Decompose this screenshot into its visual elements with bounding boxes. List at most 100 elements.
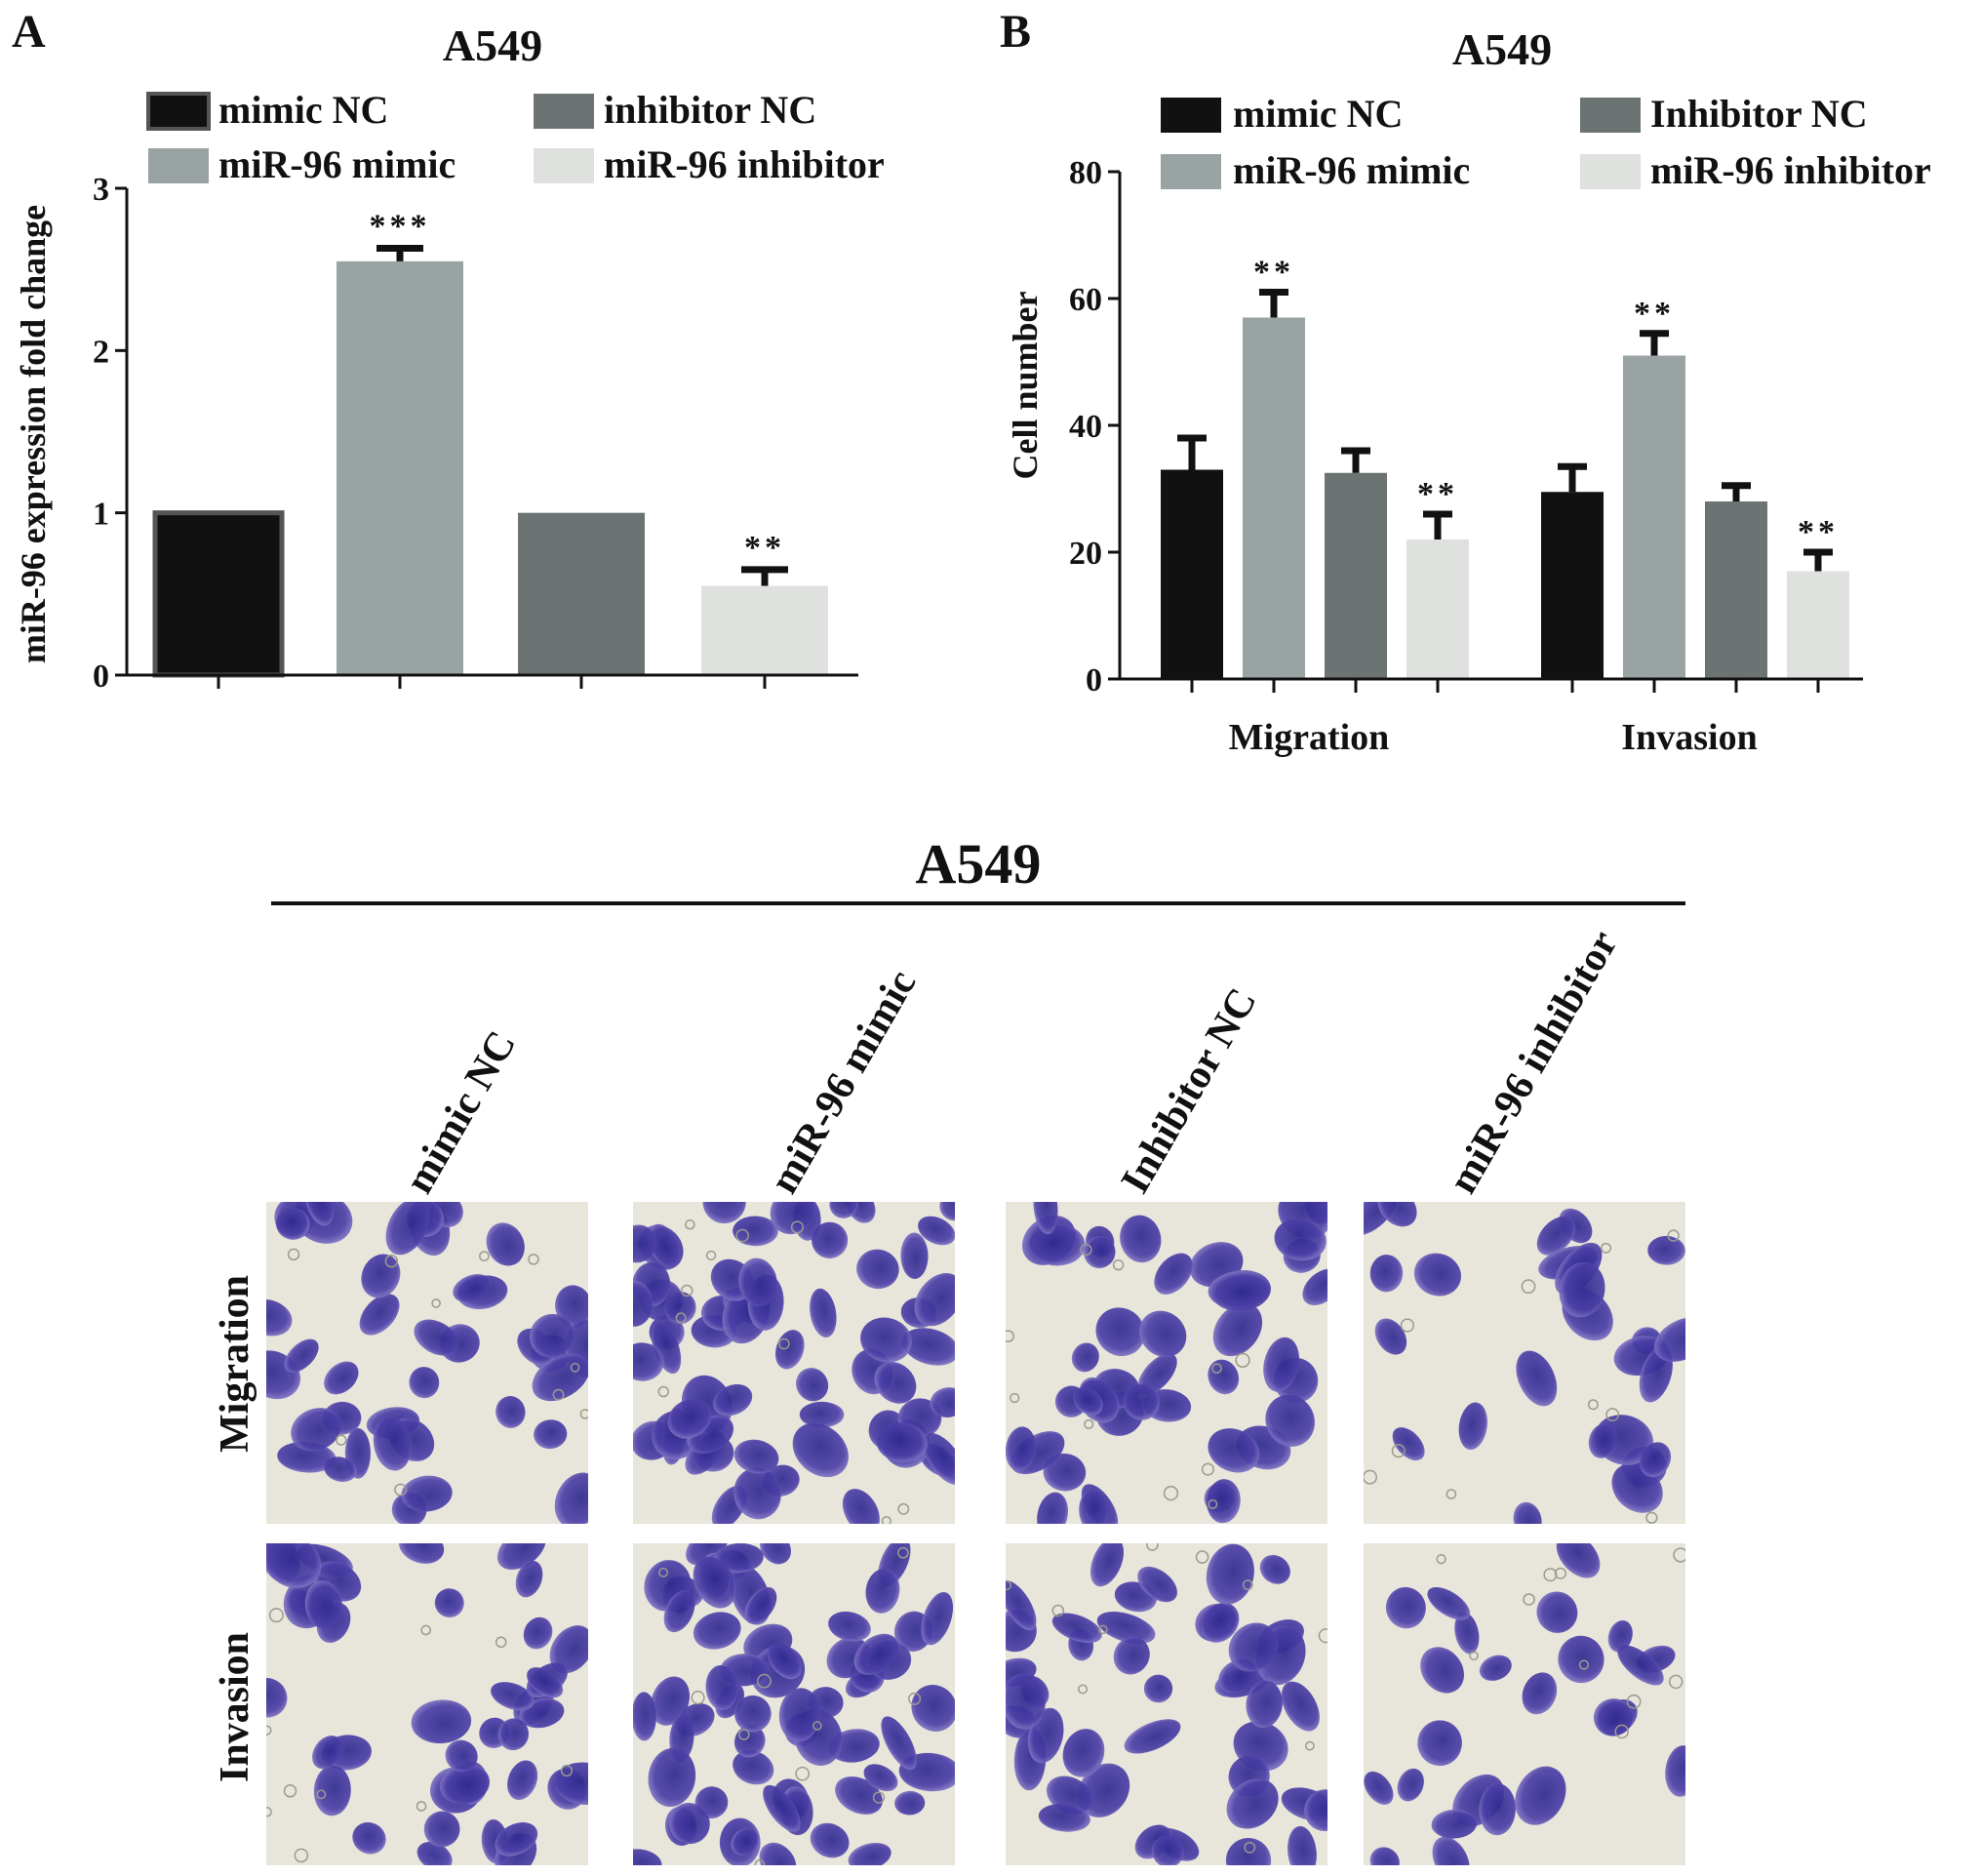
panel-b-bar	[1787, 571, 1849, 679]
micrograph-image	[1364, 1202, 1685, 1524]
stained-cell	[1427, 1586, 1471, 1620]
pore-mark	[1673, 1547, 1685, 1563]
stained-cell	[1420, 1647, 1465, 1694]
micrograph-images	[266, 1202, 1685, 1865]
pore-mark	[1601, 1242, 1612, 1254]
panel-a-y-tick-label: 0	[93, 659, 109, 695]
stained-cell	[733, 1216, 778, 1247]
stained-cell	[1137, 1566, 1177, 1603]
stained-cell	[911, 1684, 955, 1732]
pore-mark	[268, 1608, 284, 1623]
pore-mark	[705, 1250, 717, 1261]
pore-mark	[287, 1248, 300, 1261]
micrograph-image	[1006, 1202, 1327, 1524]
pore-mark	[1626, 1694, 1642, 1709]
legend-label-inhibitor-nc: inhibitor NC	[604, 88, 816, 132]
stained-cell	[1246, 1680, 1284, 1729]
pore-mark	[336, 1434, 347, 1446]
micrograph-image	[633, 1543, 955, 1865]
stained-cell	[1265, 1394, 1315, 1447]
stained-cell	[1207, 1479, 1241, 1524]
panel-b-title: A549	[1452, 24, 1552, 74]
stained-cell	[1431, 1809, 1478, 1839]
micrograph-row-label-migration: Migration	[213, 1275, 258, 1453]
panel-b-y-tick-label: 0	[1086, 662, 1102, 699]
stained-cell	[1536, 1216, 1575, 1256]
stained-cell	[1588, 1423, 1617, 1458]
stained-cell	[1515, 1766, 1566, 1825]
panel-a-y-tick-label: 2	[93, 334, 109, 370]
panel-a-letter: A	[12, 6, 46, 58]
stained-cell	[1304, 1789, 1327, 1831]
stained-cell	[902, 1328, 955, 1366]
pore-mark	[1667, 1229, 1680, 1242]
panel-b-y-axis-label: Cell number	[1006, 291, 1045, 479]
micrograph-column-label-inhibitor-nc: Inhibitor NC	[1113, 981, 1266, 1201]
stained-cell	[527, 1667, 564, 1698]
stained-cell	[705, 1665, 738, 1711]
legend-b-label-mir96-inhibitor: miR-96 inhibitor	[1650, 148, 1931, 192]
stained-cell	[633, 1224, 657, 1263]
panel-a-x-axis	[127, 673, 858, 689]
panel-b-bar	[1161, 469, 1223, 679]
panel-a-title: A549	[443, 20, 542, 70]
stained-cell	[385, 1202, 431, 1256]
stained-cell	[1454, 1612, 1480, 1655]
stained-cell	[361, 1254, 401, 1298]
stained-cell	[812, 1221, 849, 1258]
micrograph-row-label-invasion: Invasion	[213, 1632, 258, 1782]
stained-cell	[664, 1292, 696, 1325]
stained-cell	[529, 1313, 574, 1358]
stained-cell	[1037, 1492, 1069, 1524]
panel-b-bar	[1623, 355, 1685, 679]
panel-b-x-axis: Migration Invasion	[1120, 677, 1863, 758]
pore-mark	[1006, 1330, 1014, 1342]
stained-cell	[734, 1695, 772, 1733]
stained-cell	[1228, 1622, 1279, 1672]
panel-b-y-tick-label: 80	[1069, 155, 1102, 191]
stained-cell	[1479, 1783, 1516, 1836]
pore-mark	[795, 1766, 811, 1781]
pore-mark	[1578, 1659, 1590, 1670]
micrograph-image	[633, 1202, 955, 1524]
legend-b-label-mimic-nc: mimic NC	[1233, 92, 1403, 136]
legend-b-swatch-inhibitor-nc	[1580, 98, 1641, 133]
pore-mark	[1364, 1469, 1377, 1485]
pore-mark	[1521, 1279, 1536, 1295]
panel-b-bar	[1325, 472, 1387, 679]
stained-cell	[1137, 1353, 1177, 1396]
panel-b-y-tick-label: 40	[1069, 409, 1102, 445]
stained-cell	[495, 1822, 538, 1856]
stained-cell	[313, 1765, 351, 1816]
stained-cell	[930, 1387, 955, 1417]
pore-mark	[431, 1298, 441, 1308]
pore-mark	[1614, 1724, 1629, 1739]
stained-cell	[409, 1367, 440, 1399]
stained-cell	[923, 1433, 955, 1486]
pore-mark	[897, 1502, 910, 1515]
stained-cell	[359, 1294, 400, 1336]
pore-mark	[681, 1284, 693, 1297]
stained-cell	[401, 1475, 453, 1512]
micrograph-image	[1364, 1543, 1685, 1865]
stained-cell	[733, 1750, 774, 1785]
stained-cell	[352, 1821, 386, 1855]
stained-cell	[1274, 1218, 1327, 1261]
micrograph-column-label-mir96-inhibitor: miR-96 inhibitor	[1441, 923, 1627, 1201]
pore-mark	[1078, 1684, 1089, 1695]
stained-cell	[693, 1556, 736, 1609]
stained-cell	[835, 1776, 883, 1815]
stained-cell	[555, 1285, 588, 1329]
stained-cell	[860, 1317, 912, 1363]
stained-cell	[921, 1591, 954, 1646]
stained-cell	[731, 1827, 758, 1856]
stained-cell	[1206, 1543, 1254, 1605]
stained-cell	[1607, 1619, 1633, 1653]
stained-cell	[1640, 1442, 1672, 1478]
stained-cell	[486, 1222, 525, 1266]
pore-mark	[1242, 1579, 1253, 1591]
stained-cell	[534, 1419, 568, 1450]
stained-cell	[1143, 1674, 1173, 1703]
panel-a-bar	[701, 585, 828, 675]
